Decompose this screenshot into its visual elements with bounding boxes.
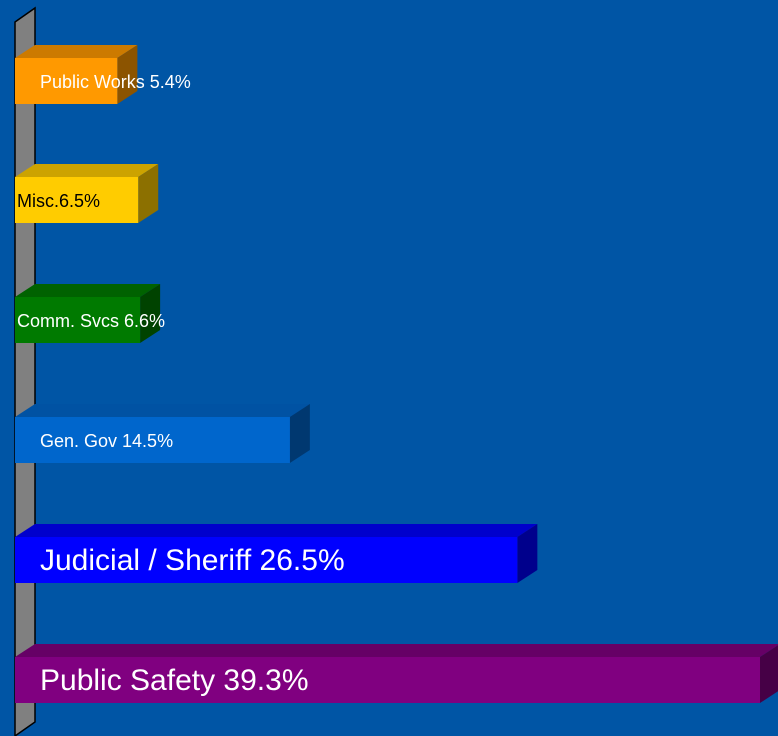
bar [15,417,290,463]
bar-label: Public Works 5.4% [40,72,191,92]
bar-side [117,45,138,104]
bar-side [760,645,778,703]
bar-label: Misc.6.5% [17,191,100,211]
bar-top [15,524,538,537]
bar-label: Judicial / Sheriff 26.5% [40,544,345,577]
bar-top [15,404,310,417]
bar-label: Comm. Svcs 6.6% [17,311,165,331]
bar-side [289,404,310,463]
bar-top [15,164,159,177]
bar-side [140,284,161,343]
bar [15,58,118,104]
bar [15,537,518,583]
bar [15,297,141,343]
bar-top [15,644,778,657]
bar-top [15,45,138,58]
bar-label: Public Safety 39.3% [40,664,309,697]
bar-label: Gen. Gov 14.5% [40,431,173,451]
axis-wall [14,6,36,736]
bar-top [15,284,161,297]
bar [15,177,139,223]
bar-side [517,524,538,583]
bar-side [138,164,159,223]
bar [15,657,760,703]
